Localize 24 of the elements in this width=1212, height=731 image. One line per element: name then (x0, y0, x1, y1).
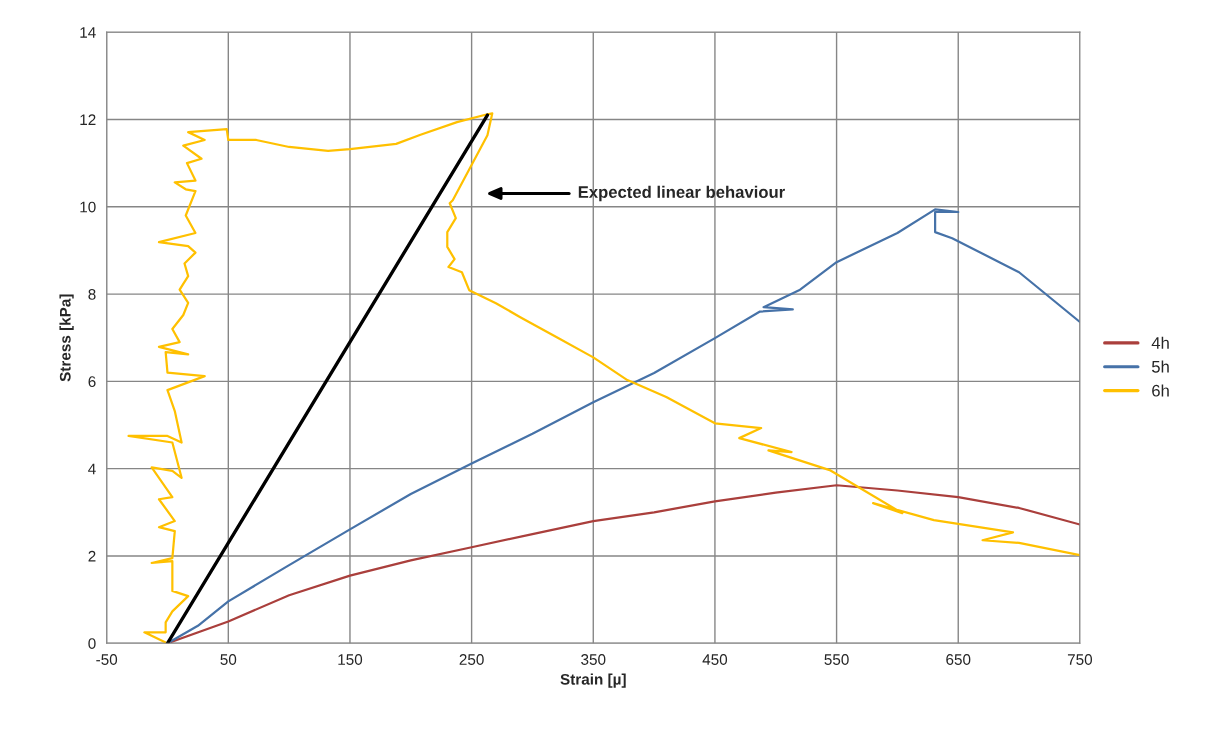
x-tick-label: 250 (459, 654, 484, 665)
y-tick-label: 8 (88, 288, 96, 300)
y-axis-title: Stress [kPa] (59, 294, 74, 382)
y-tick-label: 2 (88, 550, 96, 562)
x-tick-label: 450 (702, 654, 728, 665)
y-tick-label: 14 (80, 27, 96, 38)
x-tick-label: 550 (824, 654, 849, 665)
y-tick-label: 6 (88, 376, 96, 388)
legend-label: 5h (1151, 360, 1169, 373)
legend-label: 4h (1151, 336, 1169, 349)
x-tick-label: 650 (946, 654, 971, 665)
x-axis-title: Strain [µ] (560, 673, 626, 688)
annotation: Expected linear behaviour (578, 185, 785, 202)
y-tick-label: 12 (80, 114, 96, 125)
x-tick-label: 50 (220, 654, 237, 665)
y-tick-label: 10 (80, 201, 96, 213)
x-tick-label: 750 (1067, 654, 1093, 665)
x-tick-label: -50 (96, 654, 118, 665)
legend-label: 6h (1152, 384, 1169, 397)
line-series (127, 112, 1080, 644)
x-tick-label: 150 (338, 654, 363, 665)
y-tick-label: 4 (88, 463, 96, 475)
y-tick-label: 0 (88, 638, 96, 649)
x-tick-label: 350 (581, 654, 606, 665)
